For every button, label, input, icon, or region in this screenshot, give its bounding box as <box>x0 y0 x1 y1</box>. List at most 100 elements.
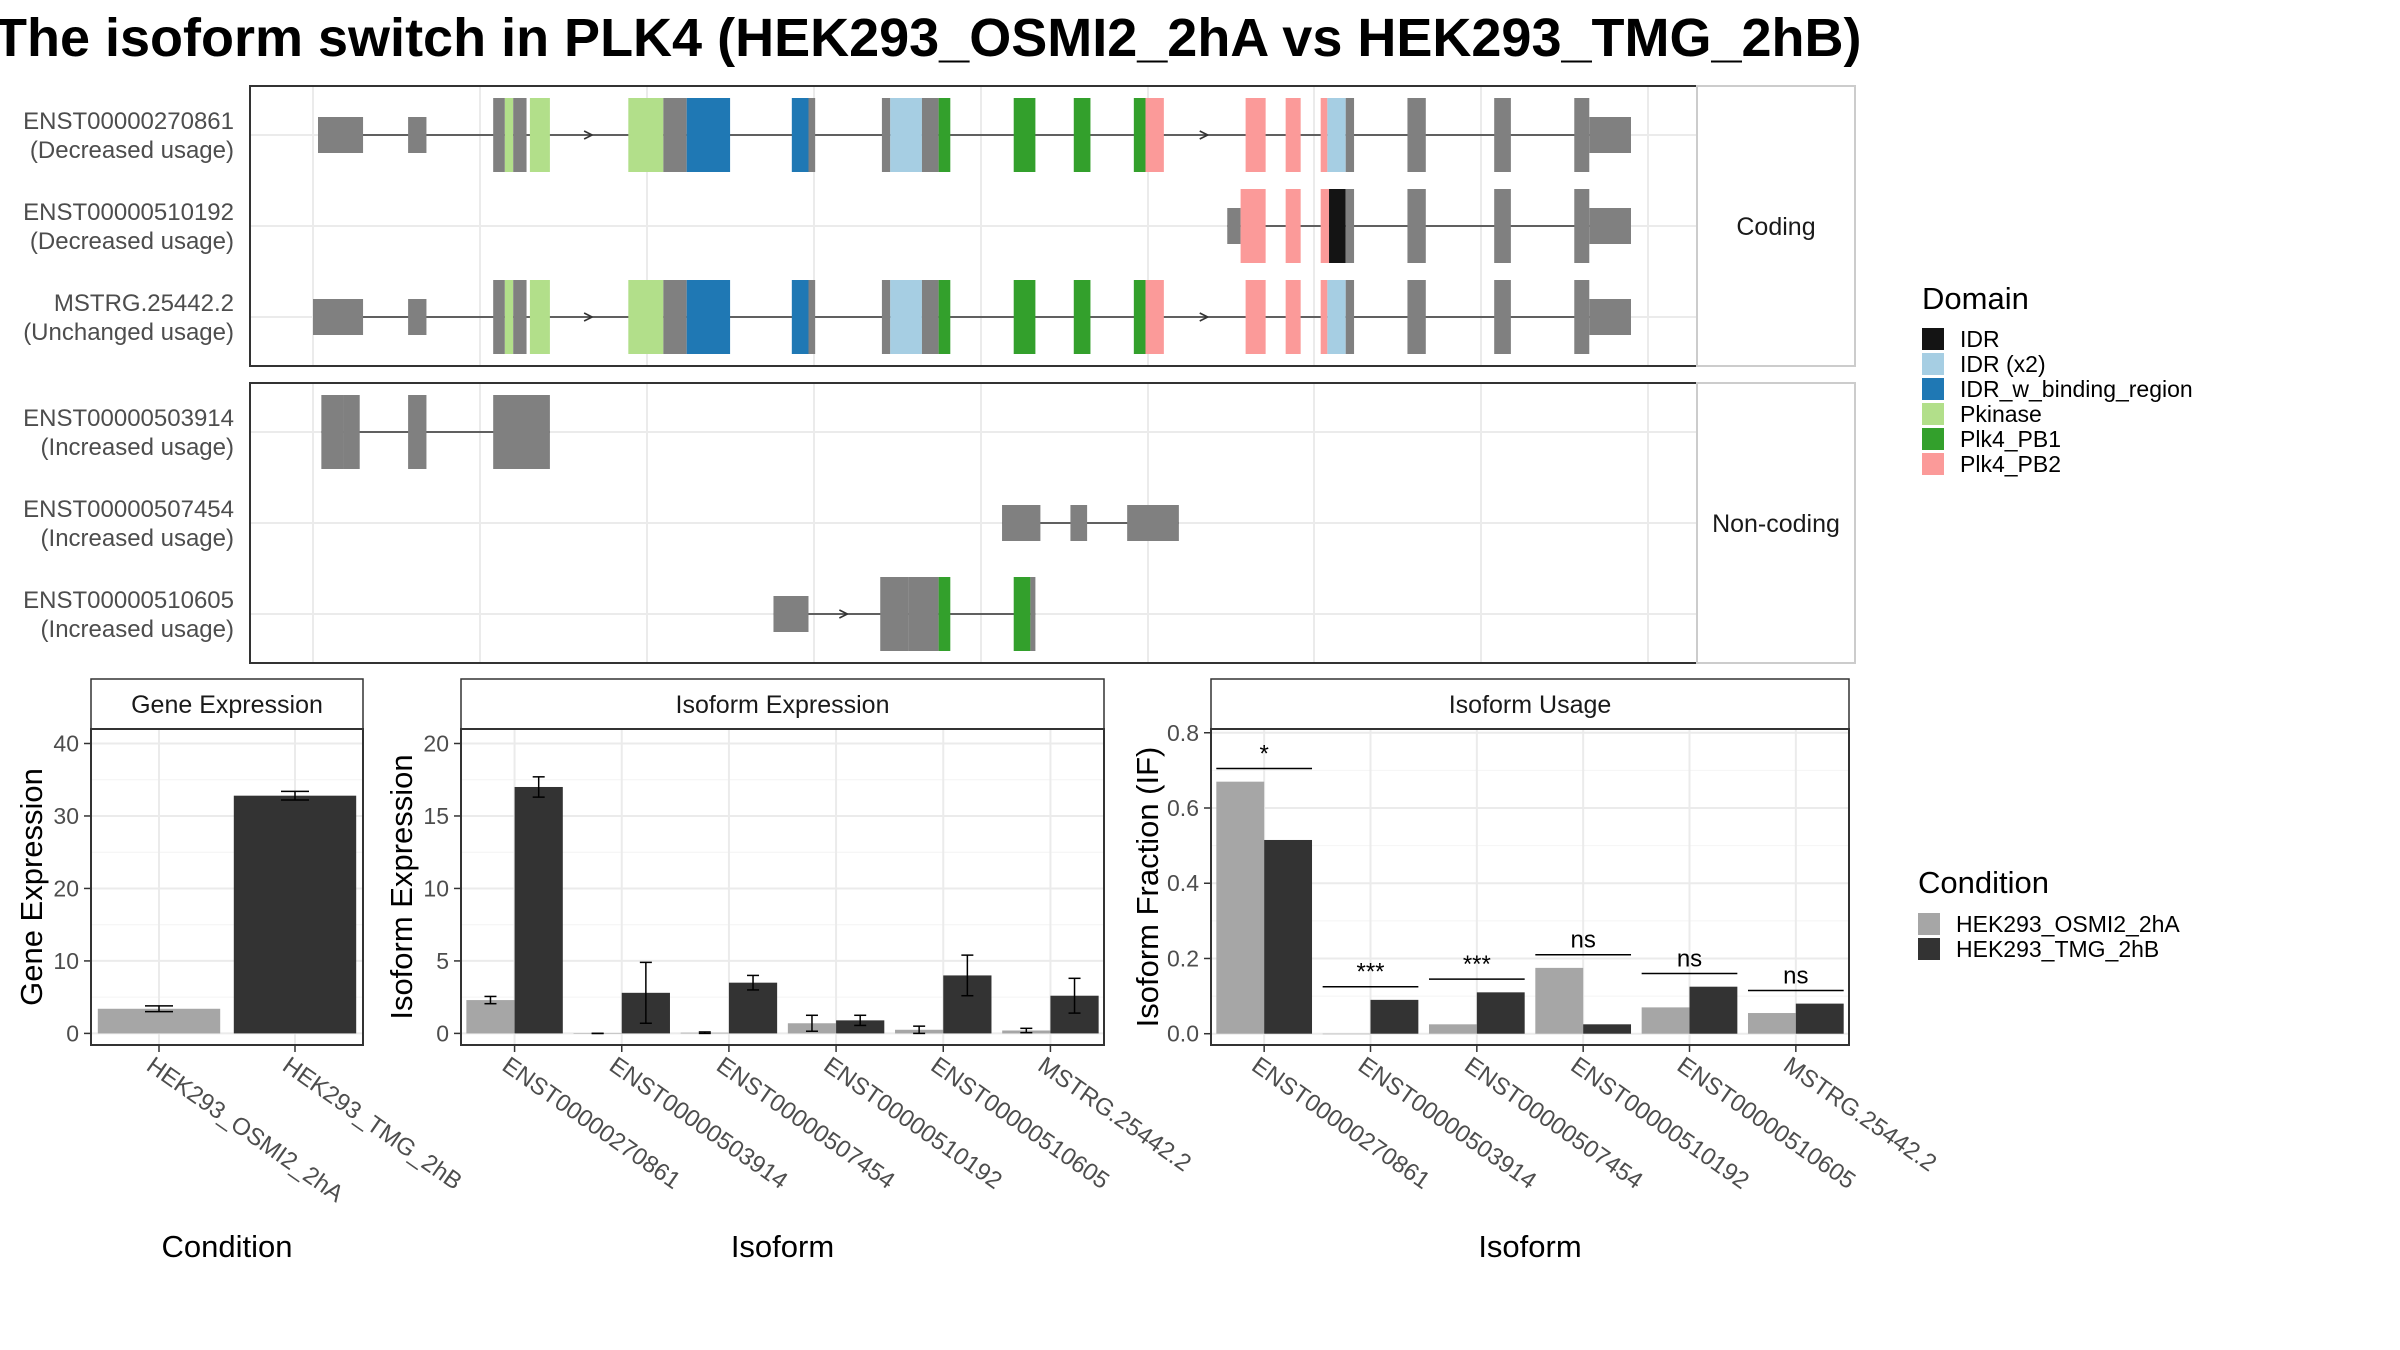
bar <box>1747 1013 1796 1034</box>
y-tick-label: 20 <box>423 730 449 756</box>
exon-IDR (x2) <box>1327 98 1346 172</box>
exon-IDR (x2) <box>1327 280 1346 354</box>
exon-IDR (x2) <box>890 98 922 172</box>
exon-Plk4_PB1 <box>1133 98 1146 172</box>
transcript-id: ENST00000503914 <box>23 405 234 432</box>
exon-plain <box>513 280 527 354</box>
y-tick-label: 5 <box>436 948 449 974</box>
strip-label: Coding <box>1736 213 1815 241</box>
exon-plain <box>1227 208 1241 244</box>
bar <box>1641 1007 1690 1034</box>
direction-arrow <box>583 312 594 322</box>
exon-plain <box>808 98 816 172</box>
exon-plain <box>1030 577 1036 651</box>
exon-plain <box>408 299 427 335</box>
strip-box <box>1210 678 1850 730</box>
y-tick-label: 0 <box>436 1020 449 1046</box>
x-tick-label: ENST00000503914 <box>1353 1052 1541 1195</box>
exon-Plk4_PB2 <box>1245 98 1266 172</box>
legend-label: Plk4_PB1 <box>1960 426 2061 452</box>
bar <box>1795 1003 1844 1034</box>
transcript-usage: (Increased usage) <box>41 434 234 461</box>
direction-arrow <box>1199 130 1210 140</box>
exon-IDR_w_binding_region <box>686 280 731 354</box>
exon-plain <box>1002 505 1041 541</box>
transcript-usage: (Unchanged usage) <box>23 319 234 346</box>
exon-plain <box>408 395 427 469</box>
x-tick-label: ENST00000270861 <box>497 1052 685 1195</box>
exon-Plk4_PB2 <box>1320 189 1330 263</box>
legend-label: IDR (x2) <box>1960 351 2046 377</box>
transcript-id: ENST00000507454 <box>23 496 234 523</box>
bar <box>1535 967 1584 1034</box>
y-tick-label: 0.4 <box>1167 870 1199 896</box>
exon-Plk4_PB2 <box>1285 98 1301 172</box>
transcript-usage: (Decreased usage) <box>30 228 234 255</box>
x-tick-label: ENST00000510605 <box>926 1052 1114 1195</box>
exon-Plk4_PB2 <box>1285 280 1301 354</box>
transcript-structure-panels: ENST00000270861(Decreased usage)ENST0000… <box>23 85 1856 664</box>
direction-arrow <box>1199 312 1210 322</box>
legend-swatch <box>1922 378 1944 400</box>
legend-swatch <box>1922 403 1944 425</box>
transcript-track <box>321 395 550 469</box>
exon-Plk4_PB1 <box>1073 98 1091 172</box>
x-tick-label: ENST00000507454 <box>711 1052 899 1195</box>
exon-Pkinase <box>504 280 514 354</box>
exon-Plk4_PB1 <box>1013 577 1031 651</box>
panel-frame <box>460 728 1105 1046</box>
x-tick-label: ENST00000270861 <box>1247 1052 1435 1195</box>
y-tick-label: 0.0 <box>1167 1021 1199 1047</box>
plot-background <box>461 729 1104 1045</box>
exon-plain <box>1407 98 1426 172</box>
exon-Plk4_PB1 <box>938 280 951 354</box>
exon-plain <box>343 395 360 469</box>
transcript-track <box>318 98 1631 172</box>
exon-Pkinase <box>628 98 664 172</box>
exon-IDR_w_binding_region <box>791 280 809 354</box>
transcript-id: ENST00000510605 <box>23 587 234 614</box>
exon-Plk4_PB2 <box>1285 189 1301 263</box>
exon-plain <box>1589 208 1631 244</box>
exon-plain <box>1345 189 1355 263</box>
exon-plain <box>921 280 939 354</box>
exon-plain <box>1070 505 1088 541</box>
x-axis-title: Condition <box>162 1229 293 1264</box>
exon-Plk4_PB1 <box>1013 98 1036 172</box>
exon-plain <box>663 280 687 354</box>
exon-plain <box>493 98 505 172</box>
strip-box <box>460 678 1105 730</box>
exon-Plk4_PB1 <box>1133 280 1146 354</box>
exon-plain <box>513 98 527 172</box>
x-axis-title: Isoform <box>1478 1229 1581 1264</box>
bar <box>466 1000 515 1034</box>
strip-label: Isoform Expression <box>676 691 890 719</box>
bar <box>1689 986 1738 1034</box>
exon-plain <box>493 395 550 469</box>
exon-plain <box>1494 189 1511 263</box>
exon-Plk4_PB2 <box>1245 280 1266 354</box>
exon-plain <box>1574 98 1590 172</box>
isoform-usage-chart: Isoform Usage**** ***nsnsns0.00.20.40.60.… <box>1130 678 1941 1264</box>
y-tick-label: 10 <box>423 875 449 901</box>
y-axis-title: Isoform Expression <box>384 754 419 1019</box>
y-tick-label: 10 <box>53 948 79 974</box>
x-axis-title: Isoform <box>731 1229 834 1264</box>
legend-swatch <box>1918 938 1940 960</box>
exon-plain <box>1345 280 1355 354</box>
strip-box <box>1696 85 1856 367</box>
bar <box>514 786 563 1034</box>
exon-plain <box>1345 98 1355 172</box>
x-tick-label: ENST00000510192 <box>1566 1052 1754 1195</box>
transcript-panel-non-coding: ENST00000503914(Increased usage) ENST0000… <box>23 382 1856 664</box>
bar <box>1264 839 1313 1034</box>
y-tick-label: 0.2 <box>1167 945 1199 971</box>
exon-Plk4_PB1 <box>1073 280 1091 354</box>
transcript-track <box>313 280 1631 354</box>
bar <box>1583 1024 1632 1034</box>
plot-background <box>1211 729 1849 1045</box>
bar <box>1216 781 1265 1034</box>
exon-plain <box>1494 98 1511 172</box>
